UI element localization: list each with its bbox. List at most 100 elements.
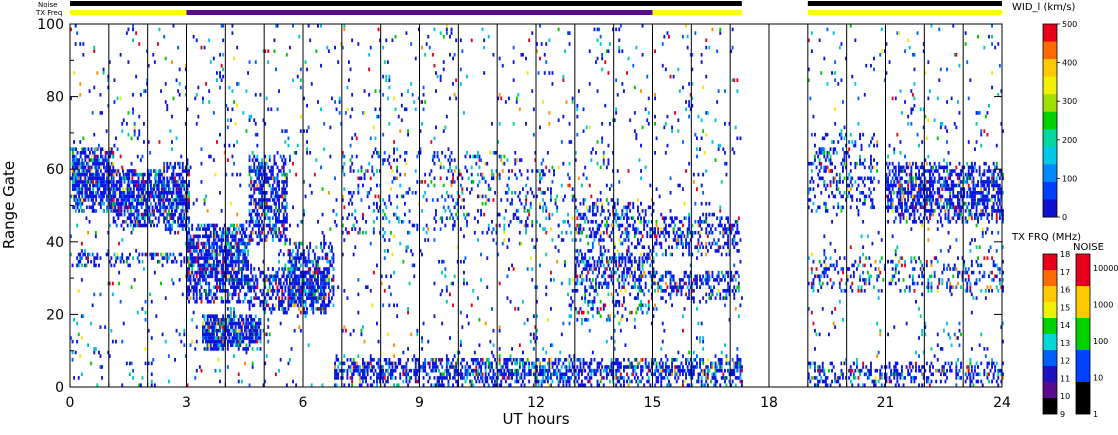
echo-cell [887, 180, 889, 184]
echo-cell [946, 183, 948, 188]
echo-cell [489, 376, 492, 380]
echo-cell [382, 372, 385, 377]
echo-cell [112, 187, 115, 191]
echo-cell [913, 216, 916, 220]
echo-cell [664, 372, 667, 377]
echo-cell [343, 361, 346, 366]
echo-cell [126, 172, 129, 177]
echo-cell [244, 336, 246, 340]
echo-cell [233, 281, 235, 286]
echo-cell [166, 198, 169, 202]
echo-cell [237, 296, 240, 300]
echo-cell [244, 249, 246, 253]
echo-cell [71, 158, 74, 162]
echo-cell [994, 209, 997, 213]
echo-cell [323, 245, 326, 249]
echo-cell [109, 194, 112, 199]
echo-cell [680, 361, 683, 366]
echo-cell [351, 361, 354, 366]
echo-cell [596, 368, 599, 373]
echo-cell [713, 383, 715, 387]
echo-cell [924, 212, 927, 217]
echo-cell [166, 180, 169, 184]
echo-cell [253, 289, 256, 293]
echo-cell [438, 379, 440, 384]
echo-cell [298, 259, 301, 264]
echo-cell [250, 278, 253, 282]
echo-cell [223, 318, 226, 322]
echo-cell [250, 328, 253, 333]
echo-cell [254, 278, 257, 282]
echo-cell [242, 318, 245, 322]
echo-cell [163, 180, 166, 184]
echo-cell [329, 263, 332, 268]
echo-cell [907, 194, 910, 199]
echo-cell [157, 201, 160, 206]
echo-cell [593, 263, 596, 268]
echo-cell [242, 339, 245, 344]
echo-cell [254, 172, 257, 177]
echo-cell [613, 314, 616, 318]
echo-cell [226, 339, 229, 344]
echo-cell [137, 223, 140, 228]
echo-cell [216, 343, 218, 347]
echo-cell [686, 365, 689, 369]
echo-cell [983, 368, 986, 373]
echo-cell [376, 361, 378, 366]
echo-cell [362, 368, 364, 373]
echo-cell [244, 328, 246, 333]
echo-cell [192, 238, 195, 242]
echo-cell [295, 281, 298, 286]
echo-cell [966, 191, 969, 195]
echo-cell [240, 223, 243, 228]
echo-cell [220, 274, 223, 279]
echo-cell [674, 365, 677, 369]
echo-cell [584, 263, 587, 268]
echo-cell [988, 212, 990, 217]
echo-cell [944, 216, 947, 220]
echo-cell [584, 289, 587, 293]
echo-cell [251, 325, 254, 329]
echo-cell [163, 220, 166, 224]
echo-cell [997, 172, 1000, 177]
echo-cell [486, 379, 489, 384]
echo-cell [303, 278, 305, 282]
echo-cell [605, 376, 608, 380]
echo-cell [284, 220, 287, 224]
echo-cell [362, 372, 364, 377]
echo-cell [919, 180, 922, 184]
echo-cell [223, 223, 226, 228]
echo-cell [925, 194, 928, 199]
echo-cell [905, 201, 908, 206]
echo-cell [891, 201, 894, 206]
echo-cell [256, 169, 259, 173]
echo-cell [253, 223, 256, 228]
echo-cell [131, 172, 134, 177]
echo-cell [230, 234, 232, 239]
echo-cell [312, 281, 315, 286]
echo-cell [677, 285, 680, 289]
echo-cell [817, 379, 820, 384]
echo-cell [972, 187, 975, 191]
echo-cell [737, 376, 740, 380]
echo-cell [71, 194, 74, 199]
echo-cell [995, 379, 998, 384]
echo-cell [186, 249, 189, 253]
echo-cell [117, 172, 120, 177]
echo-cell [654, 281, 656, 286]
echo-cell [984, 198, 987, 202]
echo-cell [615, 259, 618, 264]
echo-cell [233, 227, 235, 231]
echo-cell [230, 325, 232, 329]
echo-cell [372, 372, 375, 377]
echo-cell [447, 379, 450, 384]
echo-cell [711, 270, 714, 275]
echo-cell [383, 376, 386, 380]
echo-cell [604, 368, 607, 373]
echo-cell [702, 274, 705, 279]
echo-cell [321, 296, 324, 300]
echo-cell [664, 289, 667, 293]
echo-cell [234, 289, 237, 293]
echo-cell [492, 372, 495, 377]
echo-cell [414, 368, 417, 373]
